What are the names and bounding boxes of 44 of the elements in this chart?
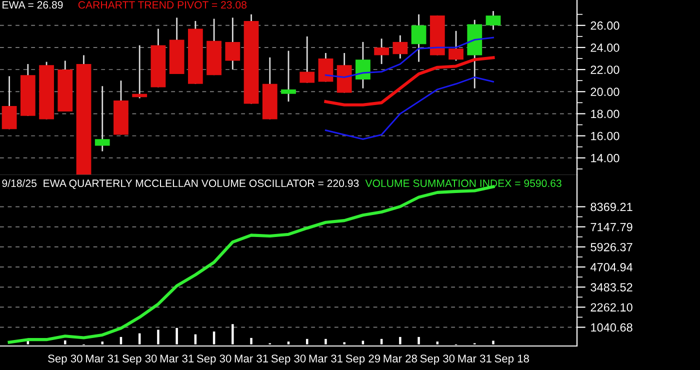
x-tick-label: Mar 31 [458, 354, 492, 362]
y-tick-label: 16.00 [591, 132, 620, 140]
text: CARHARTT TREND PIVOT = 23.08 [78, 1, 247, 9]
y-tick-label: 26.00 [590, 21, 620, 30]
x-tick-label: Sep 30 [271, 354, 306, 365]
x-tick-label: Mar 31 [160, 354, 194, 362]
y-tick-label: 5926.37 [590, 242, 632, 252]
candlestick [392, 34, 408, 60]
y-tick-label: 8369.21 [590, 202, 632, 212]
y-tick-label: 3483.52 [590, 283, 632, 292]
y-tick-label: 14.00 [591, 154, 620, 162]
candlestick [225, 16, 240, 70]
candlestick [281, 50, 296, 102]
candlestick [132, 44, 148, 99]
candlestick [356, 41, 370, 90]
x-tick-label: Sep 18 [494, 354, 529, 365]
x-tick-label: Sep 29 [346, 354, 380, 365]
x-tick-label: Sep 30 [122, 354, 157, 365]
x-tick-label: Sep 30 [196, 354, 232, 365]
y-tick-label: 1040.68 [591, 323, 632, 332]
candlestick [374, 38, 390, 65]
y-tick-label: 4704.94 [590, 263, 633, 272]
chart-title: EWA = 26.89 [2, 1, 63, 9]
line-series [324, 76, 494, 140]
y-tick-label: 2262.10 [590, 303, 632, 312]
x-tick-label: Sep 30 [420, 354, 455, 365]
x-tick-label: Sep 30 [48, 354, 82, 365]
y-tick-label: 7147.79 [590, 222, 632, 232]
chart-title: 9/18/25 EWA QUARTERLY MCCLELLAN VOLUME OSCILLATOR = 220.93 [2, 179, 359, 189]
x-tick-label: Mar 31 [309, 354, 342, 362]
candlestick [94, 85, 110, 152]
y-tick-label: 24.00 [590, 44, 620, 52]
y-tick-label: 20.00 [590, 88, 620, 96]
candlestick [486, 10, 501, 31]
x-tick-label: Mar 31 [234, 354, 268, 362]
candlestick [2, 75, 17, 130]
line-series [324, 56, 495, 106]
y-tick-label: 22.00 [590, 66, 620, 74]
candlestick [448, 30, 464, 62]
x-tick-label: Mar 31 [86, 354, 120, 362]
y-tick-label: 18.00 [591, 110, 620, 118]
x-tick-label: Mar 28 [384, 354, 417, 362]
candlestick [300, 36, 315, 84]
candlestick [411, 14, 426, 63]
